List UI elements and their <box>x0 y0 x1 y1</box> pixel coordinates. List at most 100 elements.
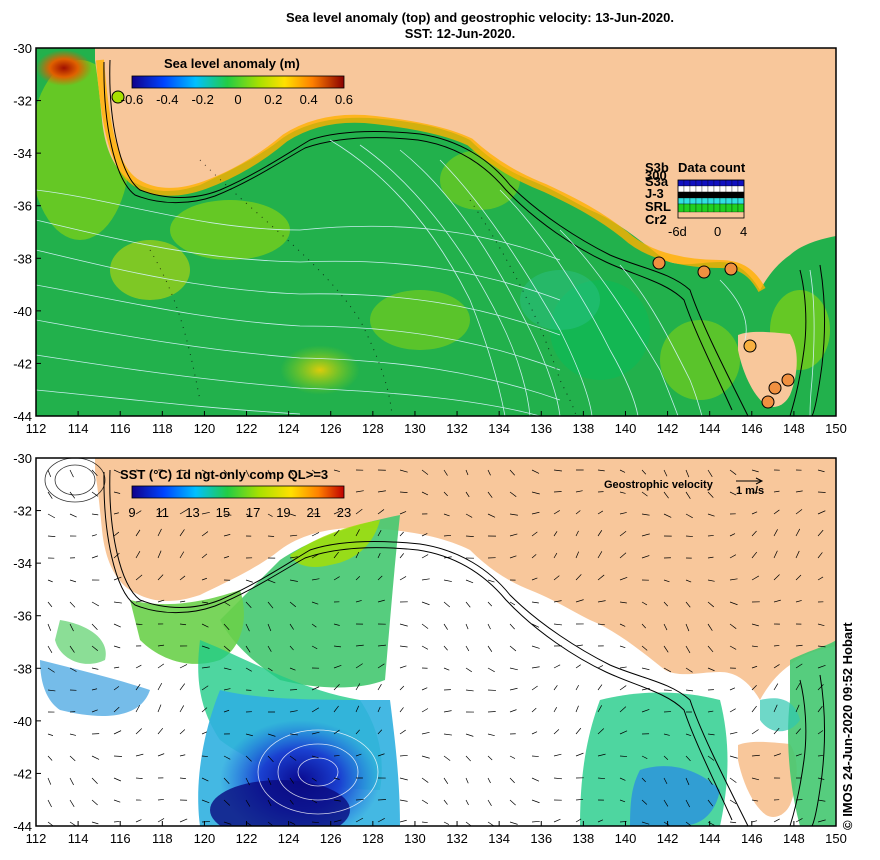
data-count-bar-segment <box>713 197 721 205</box>
velocity-arrow <box>685 799 690 808</box>
velocity-arrow <box>443 469 448 476</box>
velocity-arrow <box>597 728 605 735</box>
velocity-arrow <box>47 513 56 519</box>
velocity-arrow <box>531 577 538 581</box>
velocity-arrow <box>553 469 562 472</box>
velocity-arrow <box>751 645 758 648</box>
tide-gauge-marker <box>697 265 711 279</box>
velocity-arrow <box>795 818 803 823</box>
velocity-arrow <box>267 667 273 672</box>
velocity-arrow <box>91 491 99 497</box>
velocity-arrow <box>223 777 230 784</box>
colorbar-tick-label: -0.2 <box>191 92 213 107</box>
velocity-arrow <box>597 753 606 757</box>
velocity-arrow <box>553 552 558 559</box>
velocity-arrow <box>531 731 538 735</box>
x-tick-label: 140 <box>615 831 637 846</box>
velocity-arrow <box>113 645 121 649</box>
velocity-arrow <box>113 706 120 713</box>
data-count-max-label: 300 <box>645 168 667 183</box>
velocity-arrow <box>289 710 298 713</box>
velocity-arrow <box>69 799 75 807</box>
tide-gauge-marker <box>761 395 775 409</box>
velocity-arrow <box>795 644 803 647</box>
velocity-arrow <box>773 683 779 691</box>
velocity-arrow <box>509 469 515 476</box>
data-count-bar-segment <box>695 185 703 193</box>
velocity-arrow <box>421 533 428 537</box>
velocity-arrow <box>751 777 760 781</box>
velocity-arrow <box>179 509 187 515</box>
velocity-arrow <box>641 687 650 691</box>
y-tick-label: -44 <box>13 819 32 834</box>
velocity-arrow <box>333 755 340 757</box>
velocity-arrow <box>619 645 626 649</box>
velocity-arrow <box>773 645 780 647</box>
velocity-arrow <box>69 667 77 672</box>
velocity-arrow <box>377 753 385 757</box>
data-count-bar-segment <box>713 185 721 193</box>
x-tick-label: 130 <box>404 421 426 436</box>
velocity-arrow <box>47 821 54 826</box>
velocity-arrow <box>91 799 98 806</box>
colorbar-tick-label: 0.6 <box>335 92 353 107</box>
velocity-arrow <box>47 601 53 608</box>
velocity-arrow <box>773 550 778 559</box>
sst-eddy-contours <box>44 458 379 815</box>
x-tick-label: 142 <box>657 831 679 846</box>
velocity-arrow <box>773 509 780 515</box>
velocity-arrow <box>421 469 429 475</box>
colorbar-tick-label: 23 <box>337 505 351 520</box>
velocity-arrow <box>597 551 603 559</box>
velocity-arrow <box>69 491 76 499</box>
velocity-arrow <box>333 799 341 802</box>
velocity-arrow <box>399 685 405 691</box>
velocity-arrow <box>399 469 408 473</box>
data-count-bar-segment <box>701 185 709 193</box>
velocity-arrow <box>421 623 429 629</box>
y-tick-label: -38 <box>13 661 32 676</box>
velocity-arrow <box>531 554 537 559</box>
velocity-arrow <box>421 731 430 735</box>
velocity-arrow <box>707 491 714 498</box>
velocity-arrow <box>575 490 583 493</box>
velocity-arrow <box>773 529 778 537</box>
velocity-arrow <box>399 491 408 493</box>
sat-label-s3b: S3b <box>645 160 669 175</box>
x-tick-label: 148 <box>783 831 805 846</box>
data-count-bar-segment <box>737 185 745 193</box>
velocity-arrow <box>619 755 628 757</box>
velocity-arrow <box>729 533 736 537</box>
velocity-arrow <box>289 579 298 582</box>
velocity-arrow <box>773 574 780 581</box>
velocity-arrow <box>113 512 119 515</box>
velocity-legend-label: Geostrophic velocity <box>604 479 714 491</box>
data-count-bar-segment <box>737 203 745 213</box>
velocity-arrow <box>641 555 650 559</box>
velocity-arrow <box>773 753 781 757</box>
velocity-arrow <box>267 645 272 652</box>
velocity-arrow <box>69 513 77 518</box>
velocity-arrow <box>267 777 272 786</box>
data-count-bar-segment <box>719 191 727 199</box>
velocity-arrow <box>817 684 824 691</box>
data-count-bar-segment <box>737 197 745 205</box>
velocity-arrow <box>707 623 713 631</box>
velocity-arrow <box>223 688 231 691</box>
velocity-arrow <box>135 683 141 691</box>
velocity-arrow <box>619 799 626 803</box>
data-count-bar-segment <box>707 203 715 213</box>
x-tick-label: 142 <box>657 421 679 436</box>
data-count-bar-segment <box>695 179 703 187</box>
data-count-bar-segment <box>707 179 715 187</box>
velocity-arrow <box>157 727 164 735</box>
sst-field-patches <box>40 515 836 826</box>
velocity-arrow <box>685 667 693 673</box>
velocity-arrow <box>179 469 187 472</box>
velocity-arrow <box>69 777 74 786</box>
data-count-bar-segment <box>707 191 715 199</box>
velocity-arrow <box>91 645 99 651</box>
velocity-arrow <box>575 798 584 801</box>
x-tick-label: 122 <box>236 831 258 846</box>
